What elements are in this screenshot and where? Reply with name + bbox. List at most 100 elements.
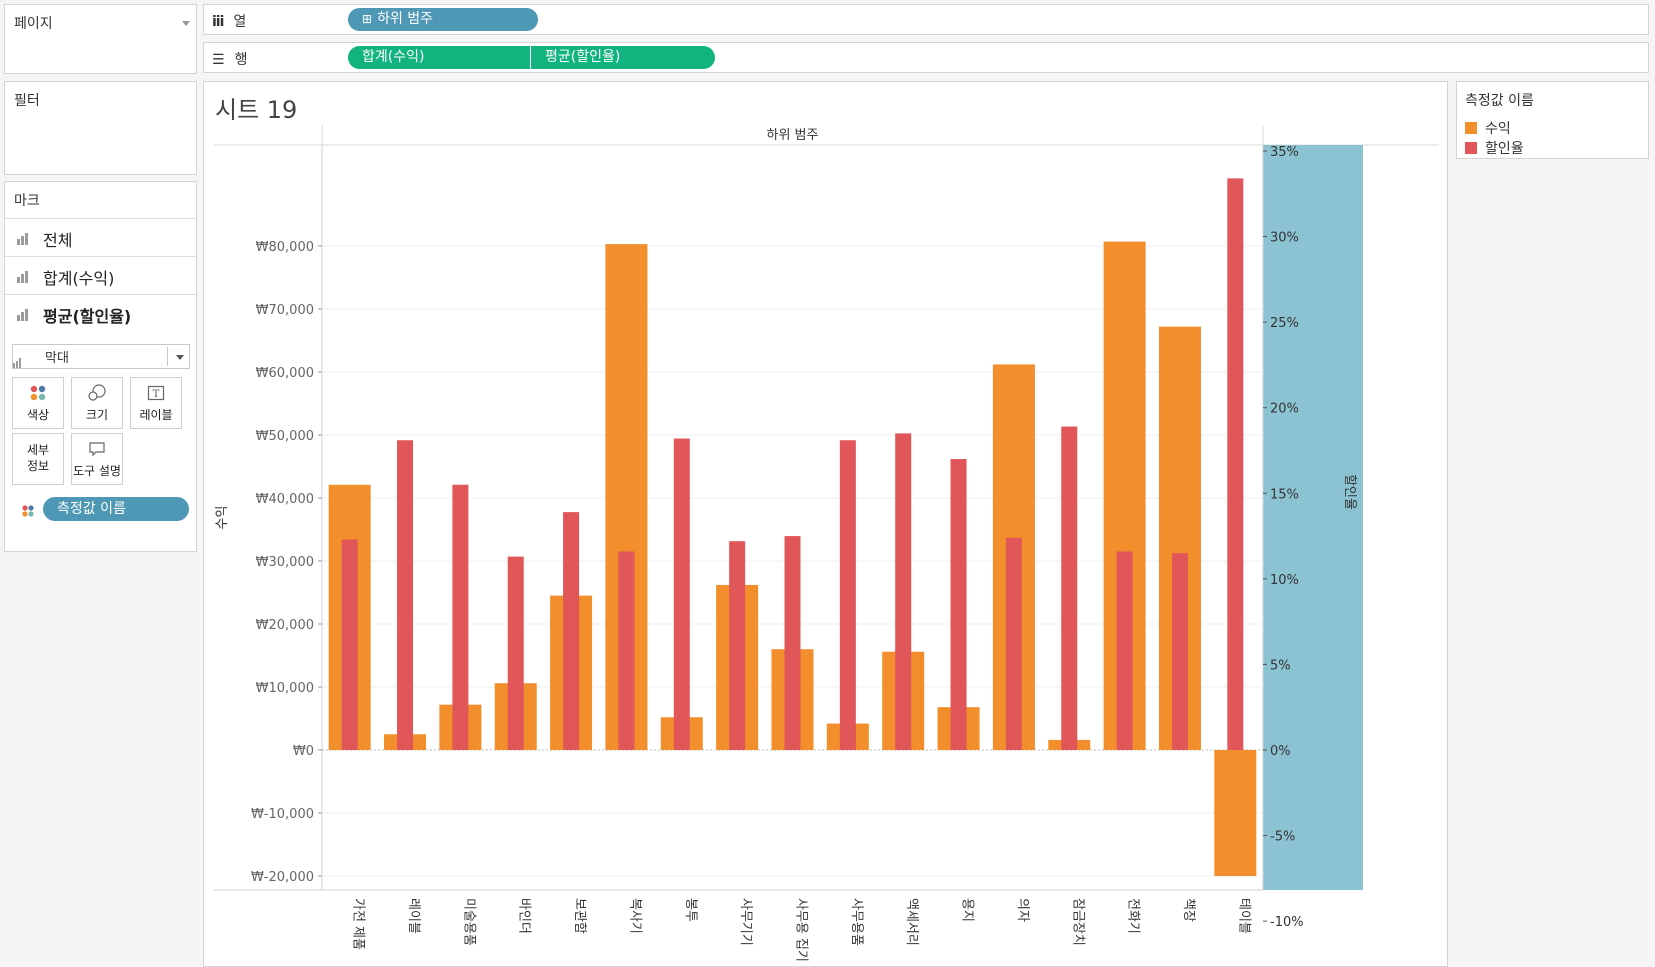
discount-bar bbox=[729, 541, 746, 750]
discount-bar bbox=[1005, 537, 1022, 750]
color-dots-icon bbox=[13, 384, 63, 406]
legend-swatch bbox=[1465, 122, 1477, 134]
y2-tick-label: 5% bbox=[1270, 658, 1291, 673]
detail-button-label-line2: 정보 bbox=[26, 459, 50, 473]
discount-bar bbox=[895, 433, 912, 750]
discount-bar bbox=[618, 551, 635, 750]
columns-icon: iii bbox=[212, 14, 224, 30]
y2-tick-label: 20% bbox=[1270, 402, 1299, 417]
marks-tab-label: 전체 bbox=[43, 230, 73, 250]
columns-shelf[interactable]: iii 열 ⊞ 하위 범주 bbox=[203, 4, 1649, 35]
detail-button-label-line1: 세부 bbox=[26, 443, 50, 457]
y2-tick-label: 0% bbox=[1270, 744, 1291, 759]
mark-type-dropdown[interactable]: 막대 bbox=[12, 344, 190, 369]
color-button[interactable]: 색상 bbox=[12, 377, 64, 429]
profit-sum-pill[interactable]: 합계(수익) bbox=[348, 46, 530, 69]
y-tick-label: ₩-20,000 bbox=[251, 870, 314, 885]
size-button[interactable]: 크기 bbox=[71, 377, 123, 429]
color-dots-icon bbox=[21, 503, 35, 517]
x-tick-label: 사무기기 bbox=[738, 898, 753, 946]
right-axis-band bbox=[1263, 145, 1363, 890]
y-axis-title: 수익 bbox=[215, 506, 230, 530]
marks-tab-discount[interactable]: 평균(할인율) bbox=[5, 294, 196, 334]
x-tick-label: 잠금장치 bbox=[1070, 898, 1085, 946]
x-tick-label: 복사기 bbox=[627, 898, 642, 934]
y2-tick-label: 25% bbox=[1270, 316, 1299, 331]
legend-item-label: 수익 bbox=[1485, 121, 1511, 137]
x-tick-label: 가전 제품 bbox=[351, 898, 366, 950]
measure-names-pill[interactable]: 측정값 이름 bbox=[43, 497, 189, 521]
y2-tick-label: 15% bbox=[1270, 487, 1299, 502]
expand-plus-icon[interactable]: ⊞ bbox=[362, 12, 373, 26]
y2-tick-label: -5% bbox=[1270, 830, 1295, 845]
worksheet: 시트 19 하위 범주 ₩-20,000 ₩-10,000 ₩0 ₩10,000 ₩20,… bbox=[203, 81, 1448, 967]
x-tick-label: 보관함 bbox=[572, 898, 587, 934]
y-tick-label: ₩60,000 bbox=[256, 366, 314, 381]
discount-bar bbox=[1227, 178, 1244, 750]
color-button-label: 색상 bbox=[26, 408, 50, 422]
discount-bar bbox=[839, 440, 856, 750]
color-legend: 측정값 이름 수익 할인율 bbox=[1456, 81, 1649, 159]
subcategory-pill[interactable]: ⊞ 하위 범주 bbox=[348, 8, 538, 31]
legend-item-discount[interactable]: 할인율 bbox=[1465, 138, 1524, 158]
dropdown-divider bbox=[167, 347, 168, 366]
mark-type-value: 막대 bbox=[45, 351, 69, 366]
x-tick-label: 테이블 bbox=[1236, 898, 1251, 934]
filters-shelf-label: 필터 bbox=[14, 93, 40, 109]
text-label-icon: T bbox=[131, 384, 181, 406]
y-tick-label: ₩10,000 bbox=[256, 681, 314, 696]
marks-tab-all[interactable]: 전체 bbox=[5, 218, 196, 258]
discount-bar bbox=[341, 539, 358, 750]
y2-axis-title: 할인율 bbox=[1342, 474, 1357, 510]
filters-shelf[interactable]: 필터 bbox=[4, 81, 197, 175]
speech-bubble-icon bbox=[72, 440, 122, 462]
detail-button[interactable]: 세부 정보 bbox=[12, 433, 64, 485]
y2-tick-label: -10% bbox=[1270, 915, 1304, 930]
marks-tab-label: 평균(할인율) bbox=[43, 306, 132, 326]
legend-item-profit[interactable]: 수익 bbox=[1465, 118, 1511, 138]
marks-tab-profit[interactable]: 합계(수익) bbox=[5, 256, 196, 296]
y-tick-label: ₩40,000 bbox=[256, 492, 314, 507]
tooltip-button[interactable]: 도구 설명 bbox=[71, 433, 123, 485]
label-button[interactable]: T 레이블 bbox=[130, 377, 182, 429]
x-tick-label: 의자 bbox=[1015, 898, 1030, 922]
discount-bar bbox=[397, 440, 414, 750]
y-tick-label: ₩0 bbox=[293, 744, 314, 759]
legend-title: 측정값 이름 bbox=[1465, 93, 1534, 109]
y-tick-label: ₩30,000 bbox=[256, 555, 314, 570]
discount-avg-pill[interactable]: 평균(할인율) bbox=[531, 46, 715, 69]
discount-bar bbox=[784, 536, 801, 750]
bar-chart-icon bbox=[17, 270, 31, 283]
discount-bar bbox=[563, 512, 580, 750]
y-tick-label: ₩20,000 bbox=[256, 618, 314, 633]
rows-shelf[interactable]: ☰ 행 합계(수익) 평균(할인율) bbox=[203, 42, 1649, 73]
pages-shelf[interactable]: 페이지 bbox=[4, 4, 197, 74]
discount-bar bbox=[1061, 426, 1078, 750]
legend-swatch bbox=[1465, 142, 1477, 154]
legend-item-label: 할인율 bbox=[1485, 141, 1524, 157]
x-tick-label: 용지 bbox=[960, 898, 975, 922]
y2-tick-label: 30% bbox=[1270, 231, 1299, 246]
x-tick-label: 미술용품 bbox=[461, 898, 476, 946]
x-tick-label: 액세서리 bbox=[904, 898, 919, 946]
svg-text:T: T bbox=[153, 389, 160, 400]
discount-bar bbox=[452, 484, 469, 750]
discount-bar bbox=[950, 459, 967, 750]
x-tick-label: 책장 bbox=[1181, 898, 1196, 922]
sheet-title: 시트 19 bbox=[215, 96, 298, 124]
pages-shelf-label: 페이지 bbox=[14, 16, 53, 32]
rows-shelf-label: ☰ 행 bbox=[212, 52, 248, 68]
x-tick-label: 레이블 bbox=[406, 898, 421, 934]
discount-bar bbox=[673, 438, 690, 750]
y2-tick-label: 35% bbox=[1270, 145, 1299, 160]
x-tick-label: 전화기 bbox=[1126, 898, 1141, 934]
chevron-down-icon[interactable] bbox=[182, 21, 190, 26]
y-tick-label: ₩-10,000 bbox=[251, 807, 314, 822]
y-tick-label: ₩80,000 bbox=[256, 240, 314, 255]
tooltip-button-label: 도구 설명 bbox=[73, 464, 121, 478]
x-tick-label: 바인더 bbox=[517, 898, 532, 934]
chevron-down-icon[interactable] bbox=[176, 355, 184, 360]
label-button-label: 레이블 bbox=[139, 408, 173, 422]
size-circles-icon bbox=[72, 384, 122, 406]
marks-tab-label: 합계(수익) bbox=[43, 268, 115, 288]
